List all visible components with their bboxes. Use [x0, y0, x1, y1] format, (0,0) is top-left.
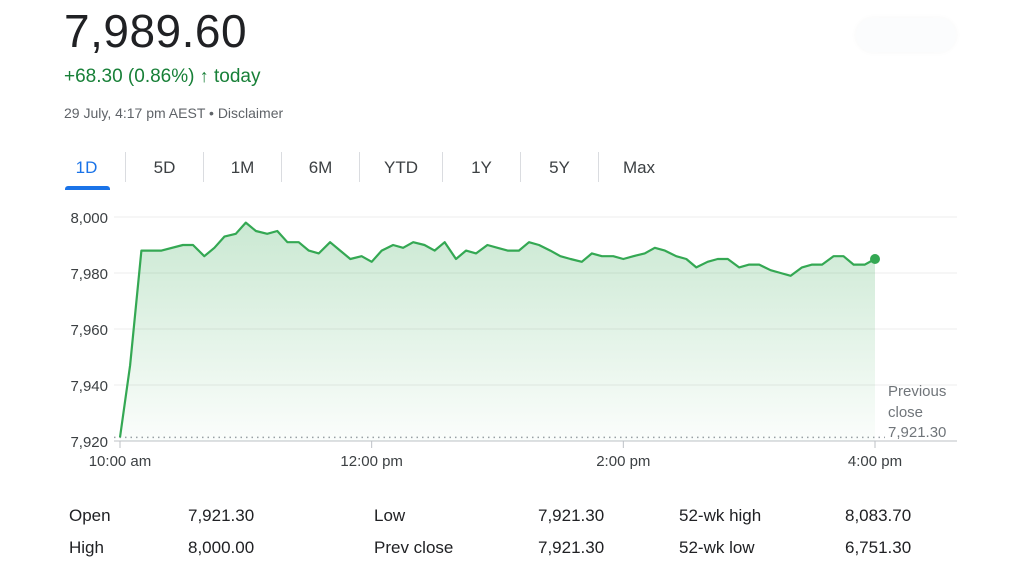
- price-chart: 8,000 7,980 7,960 7,940 7,920 10:00 am 12:00 p…: [70, 210, 957, 470]
- price-line: [118, 221, 876, 438]
- change-period: today: [214, 66, 261, 87]
- stat-high-value: 8,000.00: [188, 538, 255, 557]
- stat-low-value: 7,921.30: [538, 506, 605, 525]
- y-tick-label: 7,920: [70, 434, 108, 451]
- y-tick-label: 7,940: [70, 378, 108, 395]
- tab-separator: [203, 152, 204, 182]
- tab-separator: [281, 152, 282, 182]
- previous-close-label: close: [888, 404, 923, 421]
- tab-ytd[interactable]: YTD: [384, 158, 418, 177]
- action-pill-button[interactable]: [856, 18, 956, 52]
- y-tick-label: 8,000: [70, 210, 108, 227]
- tab-separator: [359, 152, 360, 182]
- stat-prev-close-label: Prev close: [374, 538, 454, 557]
- tab-separator: [520, 152, 521, 182]
- tab-5d[interactable]: 5D: [153, 158, 176, 177]
- price-area: [120, 222, 875, 441]
- tab-1m[interactable]: 1M: [230, 158, 255, 177]
- x-tick-label: 12:00 pm: [340, 453, 403, 470]
- quote-meta: 29 July, 4:17 pm AEST • Disclaimer: [64, 105, 283, 121]
- tab-1y[interactable]: 1Y: [471, 158, 492, 177]
- x-tick-label: 4:00 pm: [848, 453, 902, 470]
- tab-separator: [442, 152, 443, 182]
- y-tick-label: 7,980: [70, 266, 108, 283]
- meta-separator: •: [209, 105, 214, 121]
- range-tabs: 1D 5D 1M 6M YTD 1Y 5Y Max: [48, 150, 679, 190]
- stock-price: 7,989.60: [64, 5, 248, 57]
- tab-max[interactable]: Max: [622, 158, 656, 177]
- previous-close-value: 7,921.30: [888, 424, 946, 441]
- arrow-up-icon: ↑: [199, 66, 209, 86]
- disclaimer-link[interactable]: Disclaimer: [217, 105, 284, 121]
- stat-52wk-high-value: 8,083.70: [845, 506, 912, 525]
- y-tick-label: 7,960: [70, 322, 108, 339]
- tab-6m[interactable]: 6M: [308, 158, 333, 177]
- price-change: +68.30 (0.86%) ↑ today: [64, 66, 261, 88]
- stat-open-value: 7,921.30: [188, 506, 255, 525]
- stat-low-label: Low: [374, 506, 406, 525]
- x-tick-label: 2:00 pm: [596, 453, 650, 470]
- x-tick-label: 10:00 am: [89, 453, 152, 470]
- stat-52wk-low-label: 52-wk low: [679, 538, 755, 557]
- previous-close-label: Previous: [888, 383, 946, 400]
- tab-1d[interactable]: 1D: [48, 150, 125, 190]
- stat-prev-close-value: 7,921.30: [538, 538, 605, 557]
- tab-separator: [125, 152, 126, 182]
- stat-52wk-high-label: 52-wk high: [679, 506, 762, 525]
- stat-52wk-low-value: 6,751.30: [845, 538, 912, 557]
- change-value: +68.30 (0.86%): [64, 66, 195, 87]
- stat-high-label: High: [69, 538, 104, 557]
- stat-open-label: Open: [69, 506, 111, 525]
- last-price-dot: [870, 254, 880, 264]
- quote-timestamp: 29 July, 4:17 pm AEST: [64, 105, 206, 121]
- tab-separator: [598, 152, 599, 182]
- tab-5y[interactable]: 5Y: [549, 158, 570, 177]
- stats-table: Open 7,921.30 High 8,000.00 Low 7,921.30…: [0, 500, 1024, 570]
